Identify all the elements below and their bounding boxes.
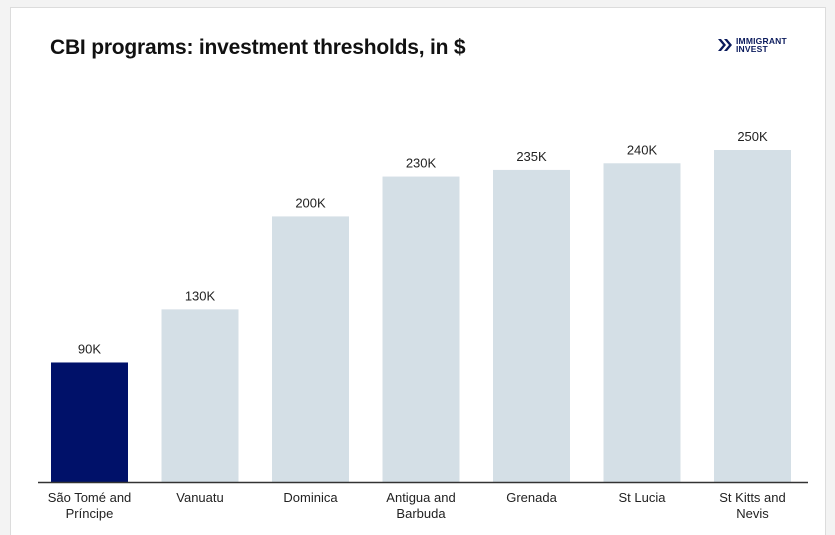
bar-value-label-3: 230K — [406, 156, 437, 171]
bar-1 — [161, 309, 239, 482]
bar-value-label-6: 250K — [737, 129, 768, 144]
brand-name-line2: INVEST — [736, 44, 768, 54]
double-chevron-icon — [718, 39, 732, 51]
category-tick-label-0: São Tomé and Príncipe — [48, 490, 132, 521]
bar-value-label-1: 130K — [185, 288, 216, 303]
bar-value-label-2: 200K — [295, 195, 326, 210]
category-tick-label-4: Grenada — [506, 490, 557, 505]
category-tick-label-6: St Kitts and Nevis — [719, 490, 785, 521]
bar-3 — [382, 176, 460, 482]
bar-value-label-4: 235K — [516, 149, 547, 164]
bar-value-label-0: 90K — [78, 341, 101, 356]
category-tick-label-3: Antigua and Barbuda — [386, 490, 455, 521]
brand-logo: IMMIGRANT INVEST — [717, 35, 807, 57]
category-tick-label-5: St Lucia — [619, 490, 667, 505]
bar-value-label-5: 240K — [627, 142, 658, 157]
bar-2 — [272, 216, 349, 482]
bar-6 — [714, 150, 791, 482]
category-tick-label-2: Dominica — [283, 490, 338, 505]
bar-5 — [603, 163, 681, 482]
chart-title: CBI programs: investment thresholds, in … — [50, 36, 466, 59]
category-tick-label-1: Vanuatu — [176, 490, 223, 505]
brand-name-line1: IMMIGRANT — [736, 36, 787, 46]
bar-4 — [493, 169, 570, 483]
bar-0 — [51, 362, 128, 482]
